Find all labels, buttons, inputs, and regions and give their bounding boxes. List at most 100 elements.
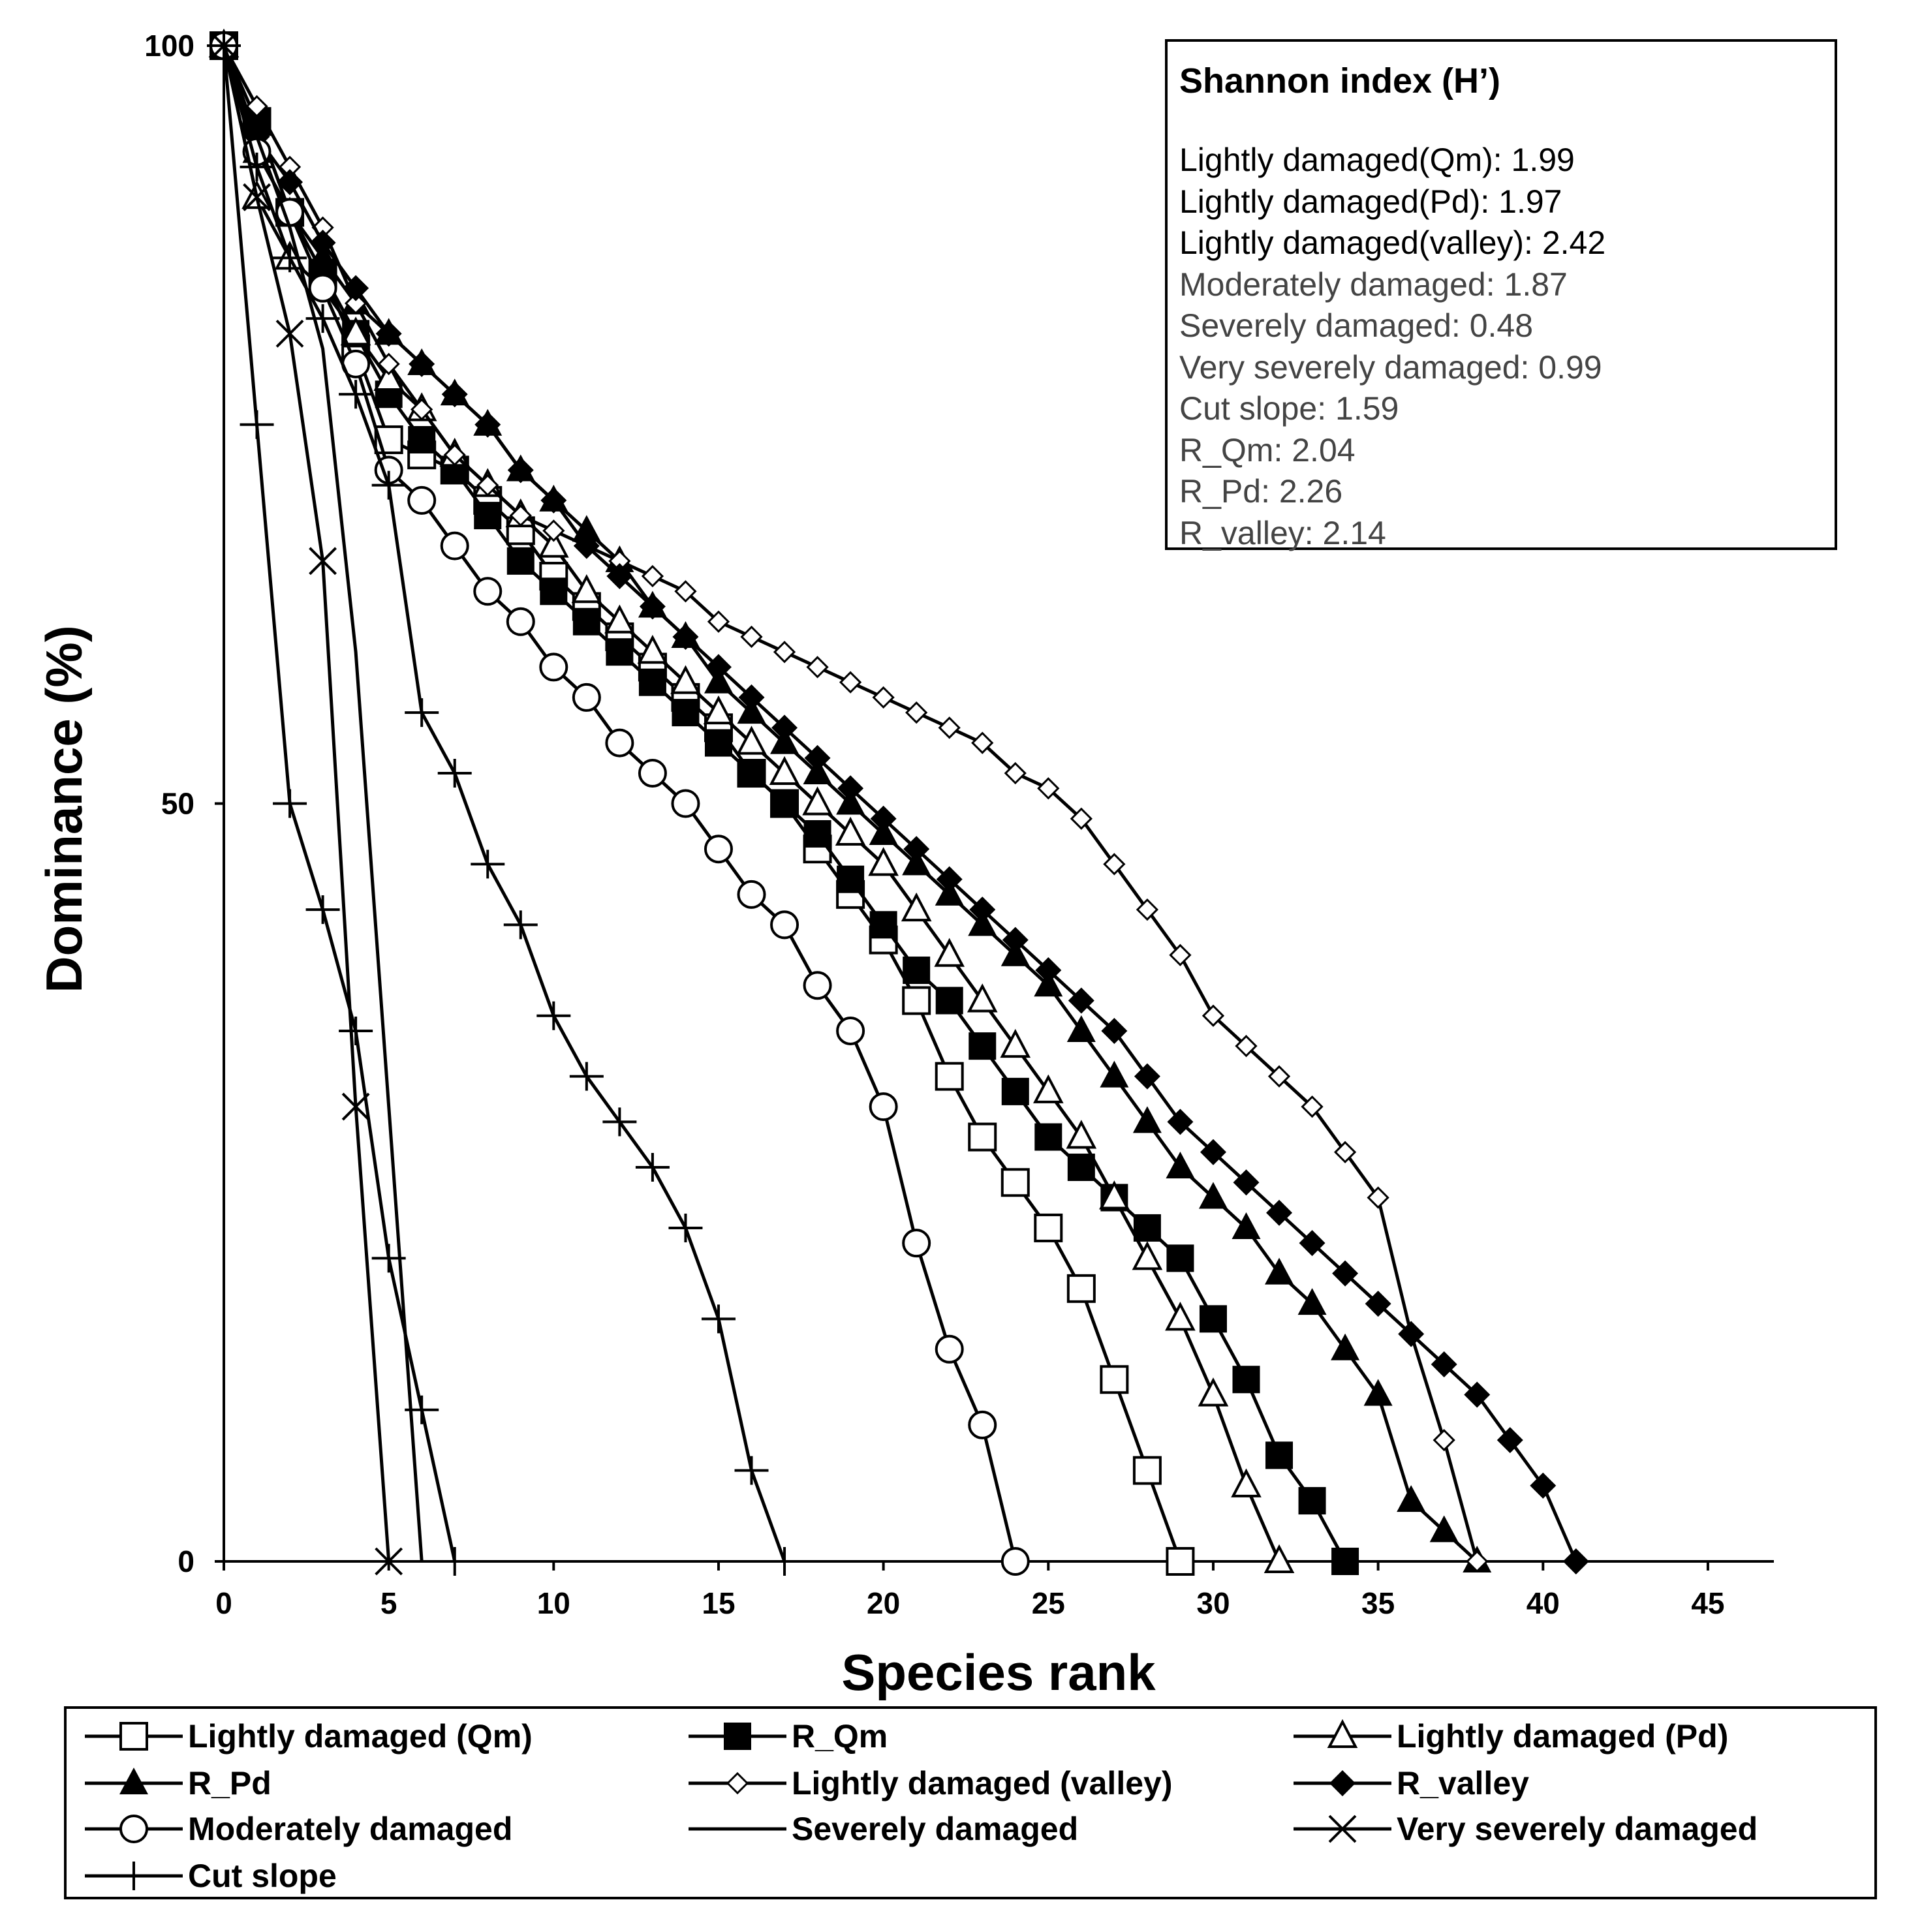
- data-point: [635, 1153, 670, 1182]
- data-point: [1134, 1063, 1160, 1090]
- y-tick-label: 0: [178, 1544, 194, 1578]
- legend-label: Lightly damaged (Qm): [188, 1718, 533, 1755]
- series-severely-damaged: [222, 45, 424, 1562]
- data-point: [905, 701, 928, 724]
- data-point: [309, 547, 337, 575]
- data-point: [670, 665, 701, 694]
- data-point: [602, 1107, 637, 1137]
- legend-swatch: [1294, 1770, 1391, 1796]
- series-r-valley: [211, 33, 1589, 1574]
- data-point: [1431, 1351, 1457, 1378]
- data-point: [968, 1410, 997, 1439]
- data-point: [1199, 1305, 1227, 1333]
- data-point: [869, 911, 897, 939]
- data-point: [938, 716, 961, 739]
- data-point: [407, 485, 437, 515]
- legend-label: Lightly damaged (Pd): [1397, 1718, 1729, 1755]
- data-point: [1035, 957, 1062, 984]
- data-point: [371, 470, 406, 500]
- data-point: [835, 816, 866, 846]
- data-point: [1327, 1719, 1358, 1748]
- data-point: [1264, 1544, 1295, 1573]
- data-point: [1429, 1515, 1459, 1542]
- data-point: [240, 410, 274, 439]
- legend-item-lightly-damaged-qm: Lightly damaged (Qm): [85, 1713, 533, 1760]
- x-tick-label: 15: [702, 1586, 735, 1620]
- data-point: [969, 1032, 997, 1060]
- shannon-index-row: R_Qm: 2.04: [1179, 431, 1356, 468]
- data-point: [1066, 1015, 1096, 1042]
- data-point: [935, 1062, 964, 1091]
- data-point: [240, 152, 274, 181]
- y-axis-title: Dominance (%): [35, 625, 93, 992]
- data-point: [474, 411, 501, 438]
- shannon-index-row: R_Pd: 2.26: [1179, 473, 1343, 510]
- data-point: [1297, 1288, 1327, 1315]
- data-point: [1202, 1004, 1225, 1027]
- data-point: [967, 983, 998, 1013]
- legend-item-r-qm: R_Qm: [689, 1713, 888, 1760]
- data-point: [408, 425, 436, 453]
- data-point: [771, 714, 798, 741]
- legend-item-severely-damaged: Severely damaged: [689, 1805, 1078, 1852]
- data-point: [476, 474, 499, 497]
- data-point: [1001, 1077, 1029, 1105]
- data-point: [935, 987, 963, 1015]
- data-point: [1301, 1095, 1324, 1118]
- data-point: [373, 361, 404, 391]
- series-layer: [207, 28, 1589, 1576]
- data-point: [339, 380, 373, 409]
- data-point: [474, 502, 502, 530]
- shannon-index-row: Cut slope: 1.59: [1179, 390, 1399, 427]
- legend-swatch: [1294, 1815, 1391, 1843]
- data-point: [1034, 1213, 1063, 1242]
- shannon-index-row: R_valley: 2.14: [1179, 514, 1386, 551]
- data-point: [571, 574, 602, 604]
- data-point: [569, 1062, 604, 1091]
- data-point: [536, 1001, 571, 1030]
- data-point: [1328, 1815, 1357, 1843]
- data-point: [119, 1722, 148, 1751]
- legend-swatch: [689, 1771, 786, 1795]
- series-very-severely-damaged: [209, 31, 403, 1576]
- data-point: [1265, 1441, 1294, 1469]
- shannon-index-row: Lightly damaged(Qm): 1.99: [1179, 142, 1575, 178]
- data-point: [902, 1229, 931, 1258]
- series-line: [222, 45, 391, 1562]
- data-point: [1166, 1152, 1195, 1179]
- data-point: [1070, 807, 1093, 830]
- data-point: [117, 1862, 151, 1890]
- x-tick-label: 40: [1527, 1586, 1560, 1620]
- data-point: [377, 352, 400, 375]
- data-point: [740, 625, 763, 649]
- legend-label: R_valley: [1397, 1765, 1529, 1802]
- data-point: [1166, 1547, 1195, 1576]
- data-point: [375, 1547, 403, 1576]
- legend-item-lightly-damaged-pd: Lightly damaged (Pd): [1294, 1713, 1728, 1760]
- data-point: [1004, 761, 1027, 785]
- data-point: [872, 686, 895, 709]
- data-point: [273, 789, 307, 818]
- data-point: [411, 398, 433, 421]
- data-point: [1000, 1547, 1030, 1576]
- data-point: [1200, 1139, 1226, 1165]
- data-point: [1298, 1487, 1326, 1515]
- shannon-index-list: Lightly damaged(Qm): 1.99 Lightly damaged…: [1179, 140, 1823, 554]
- data-point: [1433, 1429, 1455, 1452]
- data-point: [1398, 1321, 1425, 1347]
- legend: Lightly damaged (Qm) R_Qm Lightly damaged …: [64, 1706, 1877, 1899]
- data-point: [704, 835, 733, 864]
- x-axis-title: Species rank: [841, 1644, 1156, 1701]
- data-point: [538, 529, 569, 558]
- data-point: [903, 836, 930, 863]
- data-point: [405, 1395, 439, 1424]
- data-point: [638, 759, 667, 788]
- data-point: [345, 292, 367, 315]
- data-point: [1267, 1065, 1291, 1088]
- data-point: [1132, 1456, 1162, 1485]
- shannon-index-row: Lightly damaged(valley): 2.42: [1179, 224, 1606, 261]
- data-point: [1265, 1257, 1294, 1285]
- data-point: [540, 577, 568, 606]
- shannon-index-box: Shannon index (H’) Lightly damaged(Qm): …: [1165, 39, 1837, 551]
- series-line: [222, 45, 457, 1562]
